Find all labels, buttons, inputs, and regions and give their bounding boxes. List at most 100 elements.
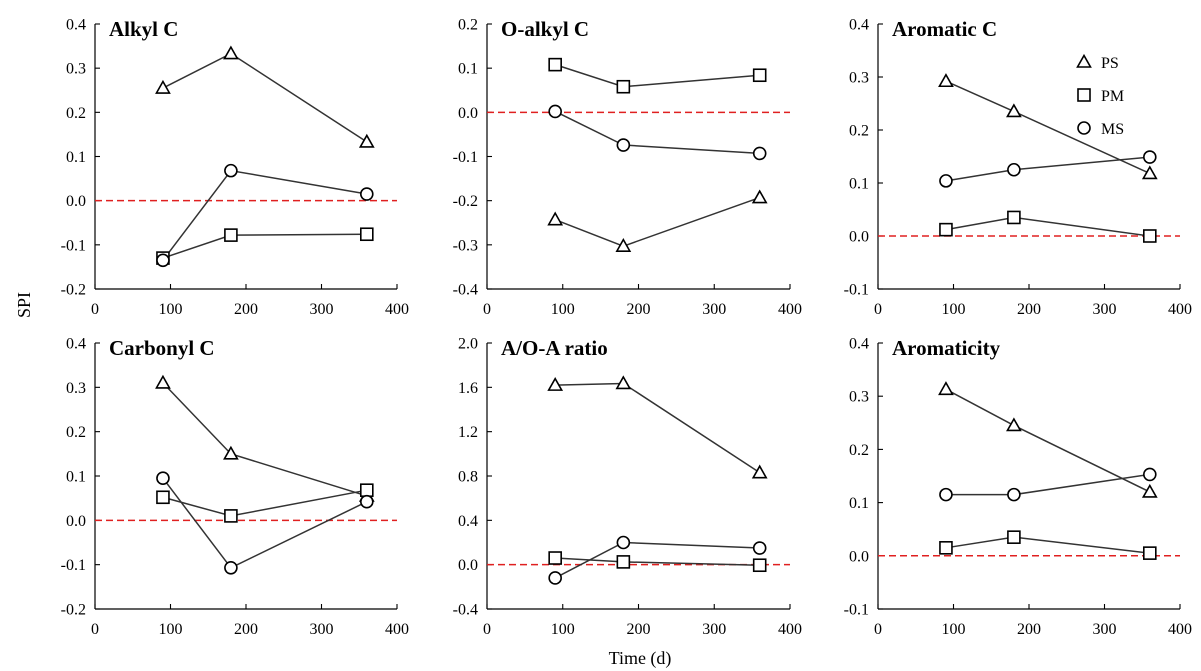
y-tick-label: 0.0 (458, 105, 478, 122)
x-tick-label: 200 (1017, 301, 1041, 318)
data-point-pm (1143, 546, 1157, 560)
data-point-pm (548, 551, 562, 565)
x-tick-label: 300 (310, 301, 334, 318)
data-point-ms (156, 471, 170, 486)
y-tick-label: 0.3 (849, 70, 869, 87)
legend-label-ps: PS (1101, 55, 1119, 72)
y-tick-label: 0.2 (849, 123, 869, 140)
data-point-ms (616, 535, 631, 550)
data-point-pm (548, 57, 562, 72)
y-tick-label: 0.0 (66, 193, 86, 210)
y-tick-label: 1.6 (458, 380, 478, 397)
x-tick-label: 300 (702, 301, 726, 318)
data-point-ps (223, 45, 239, 60)
data-point-ps (751, 464, 768, 479)
chart-panel: -0.1 0.0 0.1 0.2 0.3 0.4 0 100 200 300 400 Aromatic… (844, 336, 1192, 639)
y-tick-label: -0.3 (453, 237, 478, 254)
data-point-pm (616, 555, 631, 569)
y-tick-label: -0.1 (844, 602, 869, 619)
panel-title: Carbonyl C (109, 336, 215, 360)
data-point-pm (1007, 210, 1021, 225)
series-line-pm (945, 216, 1150, 237)
x-tick-label: 200 (234, 301, 258, 318)
y-tick-label: 0.3 (849, 389, 869, 406)
x-tick-label: 400 (1168, 301, 1192, 318)
legend-marker-pm (1077, 88, 1091, 102)
legend-label-pm: PM (1101, 88, 1124, 105)
data-point-ps (1141, 483, 1158, 498)
panel-title: A/O-A ratio (501, 336, 608, 360)
data-point-ms (156, 253, 170, 268)
data-point-ps (547, 211, 564, 226)
y-tick-label: 0.4 (66, 17, 86, 34)
panel-title: O-alkyl C (501, 17, 589, 41)
x-tick-label: 100 (551, 621, 575, 638)
data-point-ps (358, 133, 375, 148)
legend: PS PM MS (1076, 53, 1124, 138)
data-point-pm (752, 558, 767, 573)
data-point-ps (155, 79, 171, 94)
series-line-ps (945, 388, 1151, 493)
x-tick-label: 300 (1093, 621, 1117, 638)
y-tick-label: -0.1 (61, 557, 86, 574)
data-point-ps (938, 381, 954, 396)
y-tick-label: 0.0 (66, 513, 86, 530)
y-tick-label: 0.1 (849, 176, 869, 193)
data-point-ps (547, 376, 564, 391)
data-point-pm (359, 483, 374, 497)
x-tick-label: 100 (942, 621, 966, 638)
data-point-ms (1007, 162, 1021, 177)
data-point-ps (223, 445, 239, 460)
data-point-ms (939, 487, 953, 502)
chart-panel: -0.2 -0.1 0.0 0.1 0.2 0.3 0.4 0 100 200 300 400 Carb… (61, 336, 409, 639)
data-point-pm (1143, 229, 1157, 243)
series-line-ms (554, 110, 760, 155)
x-tick-label: 200 (1017, 621, 1041, 638)
x-tick-label: 400 (778, 301, 802, 318)
data-point-ms (616, 138, 631, 152)
x-tick-label: 100 (159, 621, 183, 638)
x-tick-label: 0 (874, 621, 882, 638)
x-tick-label: 300 (310, 621, 334, 638)
chart-panel: -0.4 0.0 0.4 0.8 1.2 1.6 2.0 0 100 200 300 400 A/O-A… (453, 336, 802, 639)
y-tick-label: -0.2 (61, 602, 86, 619)
data-point-ms (224, 163, 238, 178)
data-point-ms (224, 560, 238, 575)
panel-title: Alkyl C (109, 17, 178, 41)
y-tick-label: 0.8 (458, 469, 478, 486)
x-tick-label: 300 (702, 621, 726, 638)
y-tick-label: 0.4 (458, 513, 478, 530)
x-tick-label: 0 (874, 301, 882, 318)
y-tick-label: -0.1 (453, 149, 478, 166)
y-tick-label: -0.4 (453, 602, 478, 619)
data-point-pm (359, 227, 374, 242)
y-tick-label: 0.0 (849, 229, 869, 246)
data-point-pm (224, 228, 238, 242)
data-point-ps (1006, 103, 1022, 118)
chart-panel: -0.2 -0.1 0.0 0.1 0.2 0.3 0.4 0 100 200 300 400 Alky… (61, 17, 409, 319)
y-tick-label: 0.2 (458, 17, 478, 34)
data-point-ps (615, 375, 632, 390)
series-line-pm (554, 63, 760, 88)
y-tick-label: 0.0 (458, 557, 478, 574)
x-tick-label: 400 (1168, 621, 1192, 638)
data-point-ms (1143, 467, 1157, 482)
y-tick-label: 0.1 (458, 61, 478, 78)
legend-marker-ms (1077, 121, 1091, 135)
y-axis-label: SPI (14, 292, 34, 318)
x-tick-label: 0 (91, 301, 99, 318)
data-point-pm (224, 509, 238, 523)
x-axis-label: Time (d) (609, 648, 672, 669)
series-line-ms (945, 156, 1150, 182)
y-tick-label: 0.3 (66, 380, 86, 397)
data-point-ms (1007, 487, 1021, 502)
chart-panel: -0.1 0.0 0.1 0.2 0.3 0.4 0 100 200 300 400 Aromatic… (844, 17, 1192, 319)
data-point-ps (751, 189, 768, 204)
panel-title: Aromaticity (892, 336, 1001, 360)
series-line-pm (945, 536, 1150, 554)
y-tick-label: 0.2 (66, 424, 86, 441)
x-tick-label: 100 (159, 301, 183, 318)
data-point-ms (939, 174, 953, 188)
y-tick-label: 0.4 (66, 336, 86, 353)
